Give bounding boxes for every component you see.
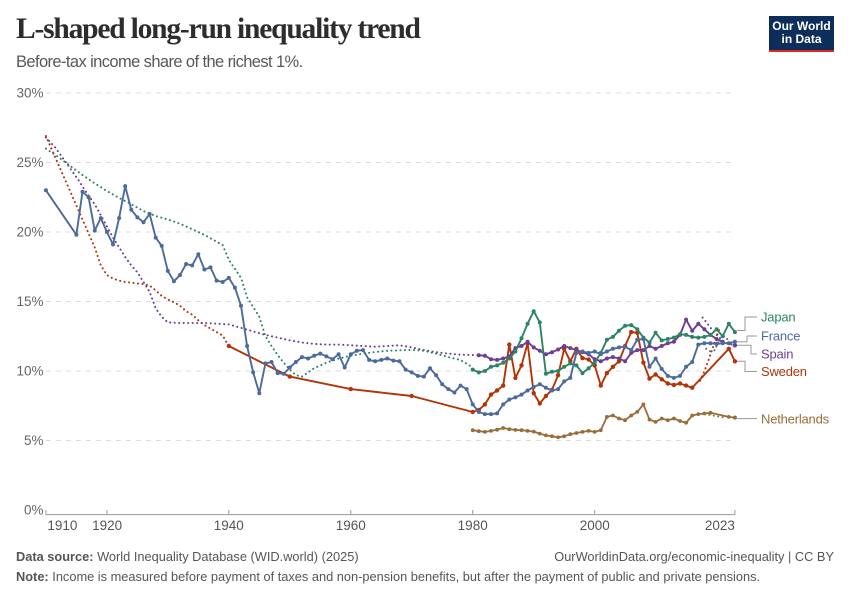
svg-text:25%: 25%: [16, 155, 43, 170]
svg-text:30%: 30%: [16, 86, 43, 101]
svg-text:0%: 0%: [24, 503, 44, 518]
svg-text:15%: 15%: [16, 294, 43, 309]
svg-text:5%: 5%: [24, 433, 44, 448]
svg-text:Spain: Spain: [761, 347, 793, 362]
svg-text:Sweden: Sweden: [761, 364, 807, 379]
svg-text:2000: 2000: [580, 518, 610, 533]
svg-text:1920: 1920: [92, 518, 122, 533]
svg-text:10%: 10%: [16, 364, 43, 379]
svg-text:Japan: Japan: [761, 310, 795, 325]
svg-text:France: France: [761, 329, 800, 344]
svg-text:1980: 1980: [458, 518, 488, 533]
svg-text:1960: 1960: [336, 518, 366, 533]
svg-text:2023: 2023: [705, 518, 735, 533]
svg-text:1910: 1910: [47, 518, 77, 533]
svg-text:Netherlands: Netherlands: [761, 412, 830, 427]
svg-text:20%: 20%: [16, 225, 43, 240]
svg-text:1940: 1940: [214, 518, 244, 533]
